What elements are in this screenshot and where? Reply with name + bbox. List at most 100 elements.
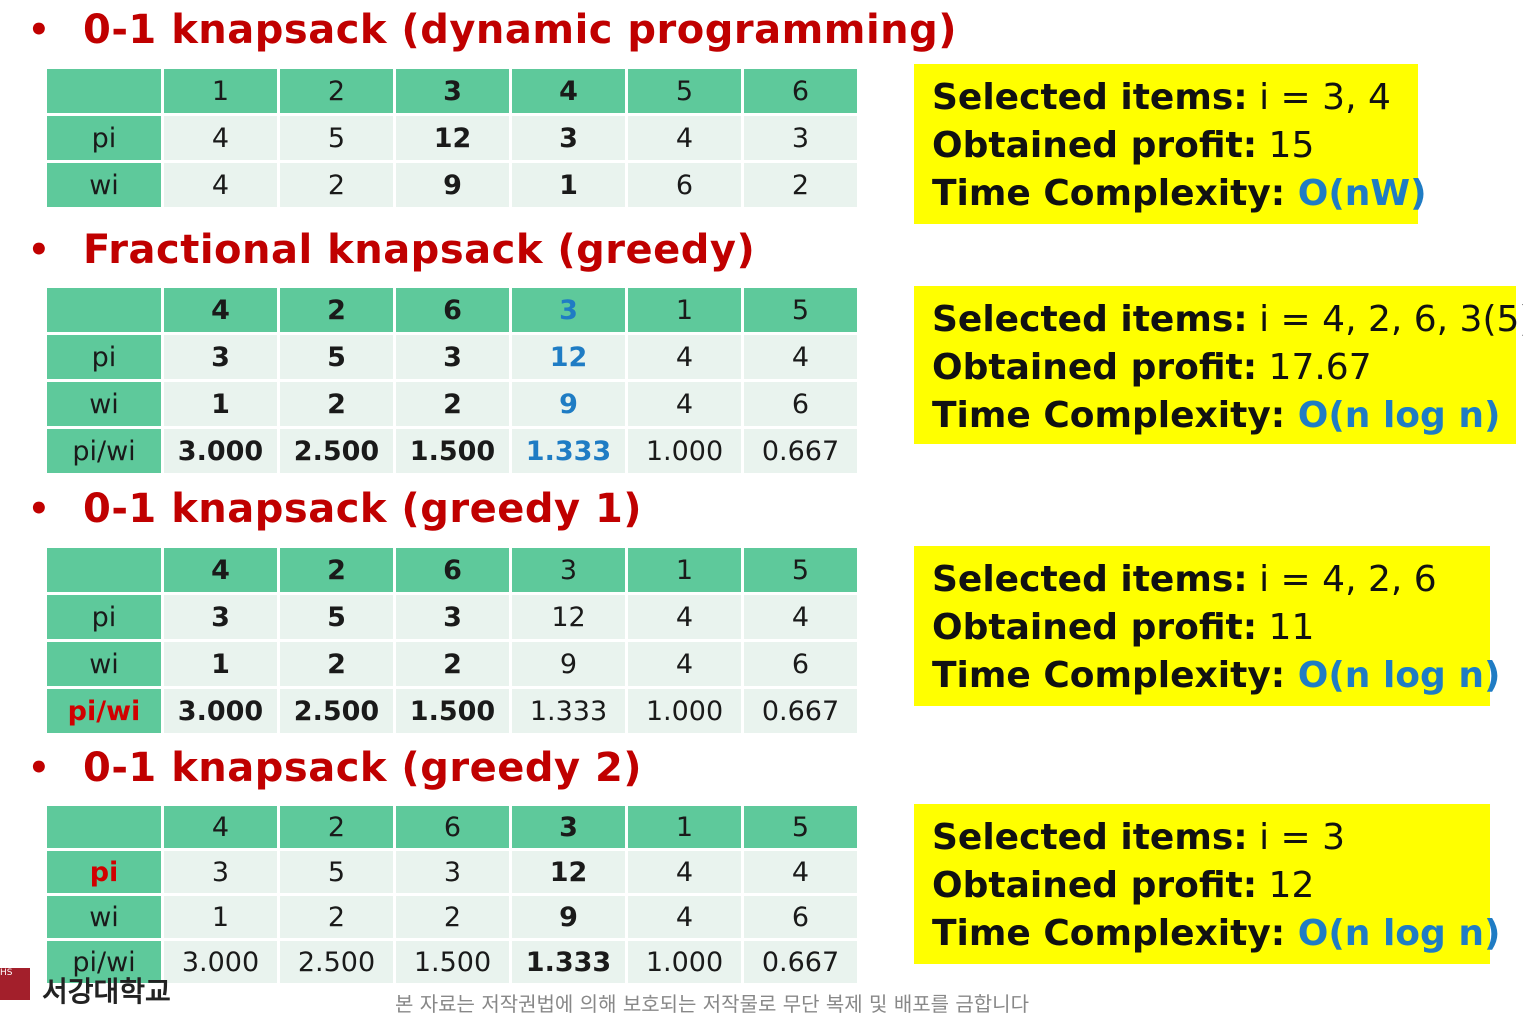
table-cell: 3 (396, 595, 509, 639)
item-index-cell: 5 (628, 69, 741, 113)
university-name: 서강대학교 (42, 975, 171, 1008)
item-index-cell: 2 (280, 288, 393, 332)
selected-value: i = 4, 2, 6 (1247, 559, 1437, 600)
selected-items-line: Selected items: i = 3 (932, 814, 1490, 862)
table-cell: 2 (280, 642, 393, 686)
bullet-icon: • (28, 10, 51, 50)
table-cell: 12 (396, 116, 509, 160)
table-fractional: 4 2 6 3 1 5 pi 3 5 3 12 4 4 wi 1 2 2 9 4 6 pi/wi 3.000 2.500 1.… (44, 285, 860, 476)
row-label: wi (47, 163, 161, 207)
table-row: pi 3 5 3 12 4 4 (47, 595, 857, 639)
table-cell: 4 (628, 851, 741, 893)
complexity-line: Time Complexity: O(n log n) (932, 652, 1500, 700)
table-corner-cell (47, 548, 161, 592)
table-cell: 1 (512, 163, 625, 207)
table-cell: 2 (280, 896, 393, 938)
table-cell: 0.667 (744, 941, 857, 983)
table-cell: 1.000 (628, 689, 741, 733)
table-cell: 3 (164, 851, 277, 893)
table-cell: 4 (744, 851, 857, 893)
table-cell: 1.500 (396, 689, 509, 733)
complexity-value: O(nW) (1285, 173, 1427, 214)
table-cell: 9 (512, 896, 625, 938)
selected-value: i = 3 (1247, 817, 1346, 858)
item-index-cell: 1 (628, 548, 741, 592)
item-index-cell: 3 (396, 69, 509, 113)
table-cell: 4 (628, 382, 741, 426)
section-heading-dp: • 0-1 knapsack (dynamic programming) (28, 5, 957, 55)
row-label: wi (47, 896, 161, 938)
table-cell: 4 (628, 642, 741, 686)
row-label: pi/wi (47, 689, 161, 733)
complexity-line: Time Complexity: O(nW) (932, 170, 1427, 218)
table-row: wi 4 2 9 1 6 2 (47, 163, 857, 207)
complexity-label: Time Complexity: (932, 173, 1286, 214)
table-corner-cell (47, 69, 161, 113)
table-row: pi/wi 3.000 2.500 1.500 1.333 1.000 0.667 (47, 689, 857, 733)
table-cell: 6 (628, 163, 741, 207)
selected-label: Selected items: (932, 77, 1248, 118)
item-index-cell: 4 (512, 69, 625, 113)
heading-text: 0-1 knapsack (dynamic programming) (83, 7, 958, 53)
table-cell: 3 (164, 335, 277, 379)
selected-value: i = 4, 2, 6, 3(5) (1247, 299, 1523, 340)
item-index-cell: 4 (164, 288, 277, 332)
profit-value: 11 (1257, 607, 1315, 648)
item-index-cell: 4 (164, 806, 277, 848)
heading-text: 0-1 knapsack (greedy 1) (83, 486, 643, 532)
table-cell: 12 (512, 851, 625, 893)
summary-box-greedy1: Selected items: i = 4, 2, 6 Obtained pro… (914, 546, 1500, 706)
profit-line: Obtained profit: 12 (932, 862, 1490, 910)
table-row: wi 1 2 2 9 4 6 (47, 382, 857, 426)
table-cell: 2 (744, 163, 857, 207)
table-cell: 4 (744, 595, 857, 639)
table-cell: 2 (396, 382, 509, 426)
row-label: pi/wi (47, 941, 161, 983)
complexity-label: Time Complexity: (932, 913, 1286, 954)
table-cell: 1.000 (628, 941, 741, 983)
table-corner-cell (47, 806, 161, 848)
profit-value: 17.67 (1257, 347, 1372, 388)
bullet-icon: • (28, 489, 51, 529)
selected-value: i = 3, 4 (1247, 77, 1391, 118)
row-label: pi (47, 335, 161, 379)
copyright-note: 본 자료는 저작권법에 의해 보호되는 저작물로 무단 복제 및 배포를 금합니… (395, 992, 1029, 1016)
row-label: pi (47, 851, 161, 893)
table-cell: 5 (280, 851, 393, 893)
profit-value: 15 (1257, 125, 1315, 166)
item-index-cell: 5 (744, 288, 857, 332)
summary-box-fractional: Selected items: i = 4, 2, 6, 3(5) Obtain… (914, 286, 1523, 444)
item-index-cell: 5 (744, 806, 857, 848)
heading-text: Fractional knapsack (greedy) (83, 227, 756, 273)
table-cell: 2.500 (280, 429, 393, 473)
complexity-value: O(n log n) (1285, 913, 1501, 954)
table-cell: 4 (744, 335, 857, 379)
table-cell: 12 (512, 595, 625, 639)
table-cell: 1.333 (512, 429, 625, 473)
table-greedy2: 4 2 6 3 1 5 pi 3 5 3 12 4 4 wi 1 2 2 9 4 6 pi/wi 3.000 2.500 1.… (44, 803, 860, 986)
table-cell: 12 (512, 335, 625, 379)
profit-label: Obtained profit: (932, 607, 1258, 648)
bullet-icon: • (28, 748, 51, 788)
logo-text: HS (0, 968, 13, 978)
table-cell: 1.500 (396, 429, 509, 473)
table-row: pi/wi 3.000 2.500 1.500 1.333 1.000 0.667 (47, 941, 857, 983)
summary-box-dp: Selected items: i = 3, 4 Obtained profit… (914, 64, 1427, 224)
table-cell: 4 (164, 163, 277, 207)
table-cell: 4 (164, 116, 277, 160)
table-cell: 3.000 (164, 941, 277, 983)
item-index-cell: 1 (628, 288, 741, 332)
table-cell: 4 (628, 116, 741, 160)
university-logo: HS (0, 968, 30, 1000)
table-dp: 1 2 3 4 5 6 pi 4 5 12 3 4 3 wi 4 2 9 1 6 2 (44, 66, 860, 210)
table-cell: 3 (744, 116, 857, 160)
row-label: pi (47, 595, 161, 639)
table-row: pi 3 5 3 12 4 4 (47, 335, 857, 379)
profit-line: Obtained profit: 15 (932, 122, 1418, 170)
complexity-value: O(n log n) (1285, 395, 1501, 436)
section-heading-greedy2: • 0-1 knapsack (greedy 2) (28, 743, 642, 793)
row-label: wi (47, 382, 161, 426)
table-cell: 3 (164, 595, 277, 639)
